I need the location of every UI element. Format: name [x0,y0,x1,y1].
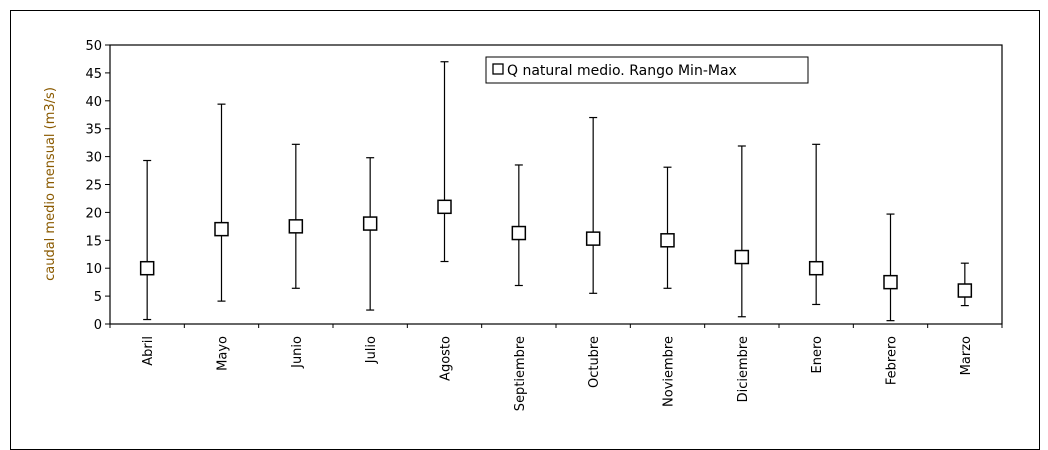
x-tick-label: Agosto [439,336,454,381]
mean-marker [884,276,897,289]
y-axis-label: caudal medio mensual (m3/s) [43,87,58,281]
data-point-agosto [438,62,451,262]
legend-label: Q natural medio. Rango Min-Max [507,63,737,79]
mean-marker [438,200,451,213]
mean-marker [215,223,228,236]
data-point-febrero [884,214,897,321]
y-ticks: 0 5 10 15 20 25 30 35 40 45 50 [85,39,110,333]
data-point-octubre [587,118,600,294]
x-tick-label: Octubre [587,336,602,388]
mean-marker [810,262,823,275]
data-marks [141,62,972,321]
mean-marker [364,217,377,230]
data-point-abril [141,161,154,320]
mean-marker [735,251,748,264]
y-tick-label: 35 [85,123,102,138]
y-tick-label: 15 [85,234,102,249]
mean-marker [587,232,600,245]
data-point-septiembre [512,165,525,286]
data-point-junio [289,144,302,288]
mean-marker [289,220,302,233]
mean-marker [661,234,674,247]
mean-marker [958,284,971,297]
data-point-diciembre [735,146,748,317]
x-tick-label: Mayo [216,336,231,371]
legend: Q natural medio. Rango Min-Max [486,57,808,83]
x-tick-label: Diciembre [736,336,751,402]
y-tick-label: 30 [85,151,102,166]
axes [110,45,1002,324]
y-tick-label: 45 [85,67,102,82]
data-point-enero [810,144,823,304]
mean-marker [512,227,525,240]
y-tick-label: 50 [85,39,102,54]
y-tick-label: 25 [85,179,102,194]
x-tick-label: Enero [810,336,825,374]
legend-marker [493,64,503,74]
x-tick-label: Noviembre [662,336,677,407]
x-tick-label: Febrero [885,336,900,385]
y-tick-label: 10 [85,262,102,277]
x-tick-label: Junio [290,336,305,369]
data-point-julio [364,158,377,310]
x-tick-label: Abril [141,336,156,366]
y-tick-label: 20 [85,206,102,221]
y-tick-label: 40 [85,95,102,110]
x-ticks: Abril Mayo Junio Julio Agosto Septiembre Octub… [110,324,1002,411]
data-point-noviembre [661,167,674,288]
x-tick-label: Julio [364,336,379,364]
plot-area [110,45,1002,324]
mean-marker [141,262,154,275]
y-tick-label: 0 [94,318,102,333]
x-tick-label: Septiembre [513,336,528,411]
data-point-mayo [215,104,228,301]
y-tick-label: 5 [94,290,102,305]
data-point-marzo [958,263,971,305]
x-tick-label: Marzo [959,336,974,375]
